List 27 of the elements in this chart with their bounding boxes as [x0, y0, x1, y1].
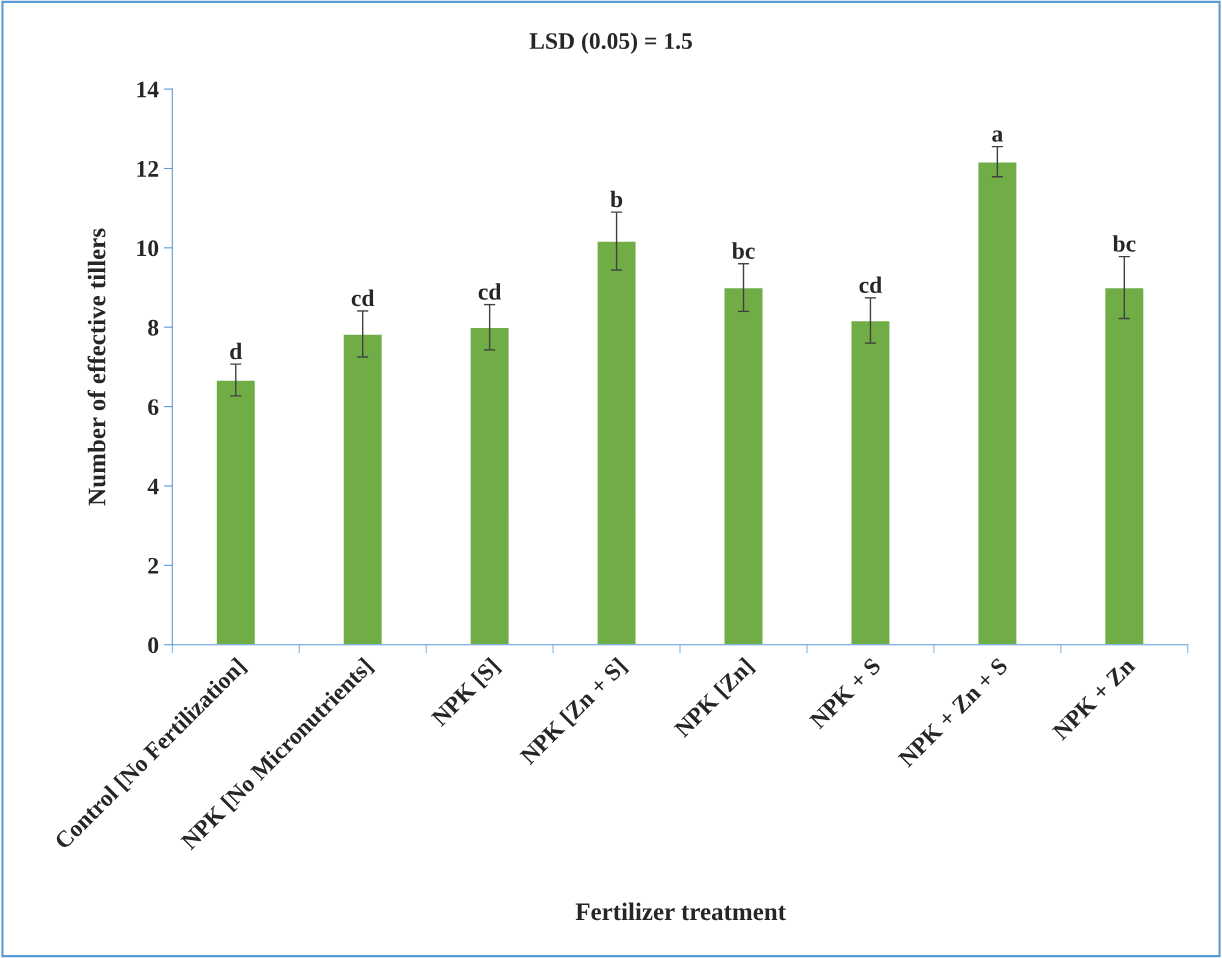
bar: [596, 240, 637, 645]
chart-title: LSD (0.05) = 1.5: [529, 32, 692, 54]
bar: [723, 286, 764, 645]
y-tick-label: 14: [137, 81, 159, 98]
annotation: d: [230, 342, 243, 360]
bar: [215, 379, 257, 645]
y-tick-label: 10: [137, 240, 159, 257]
y-tick-label: 8: [148, 319, 159, 336]
y-axis-title: Number of effective tillers: [87, 228, 106, 506]
bar: [469, 326, 511, 645]
annotation: cd: [351, 289, 375, 307]
bar: [342, 333, 384, 645]
annotation: bc: [1112, 235, 1136, 252]
annotation: a: [992, 130, 1003, 142]
annotation: cd: [859, 276, 882, 294]
annotation: bc: [732, 242, 755, 259]
x-axis-title: Fertilizer treatment: [575, 902, 786, 921]
annotation: cd: [478, 283, 502, 300]
bar: [977, 161, 1018, 645]
y-tick-label: 6: [148, 399, 159, 416]
bar: [1103, 286, 1145, 645]
y-tick-label: 2: [148, 557, 159, 574]
y-tick-label: 12: [137, 161, 159, 177]
annotation: b: [610, 190, 623, 208]
y-tick-label: 4: [147, 478, 159, 495]
bar: [850, 319, 891, 645]
y-tick-label: 0: [148, 637, 159, 654]
